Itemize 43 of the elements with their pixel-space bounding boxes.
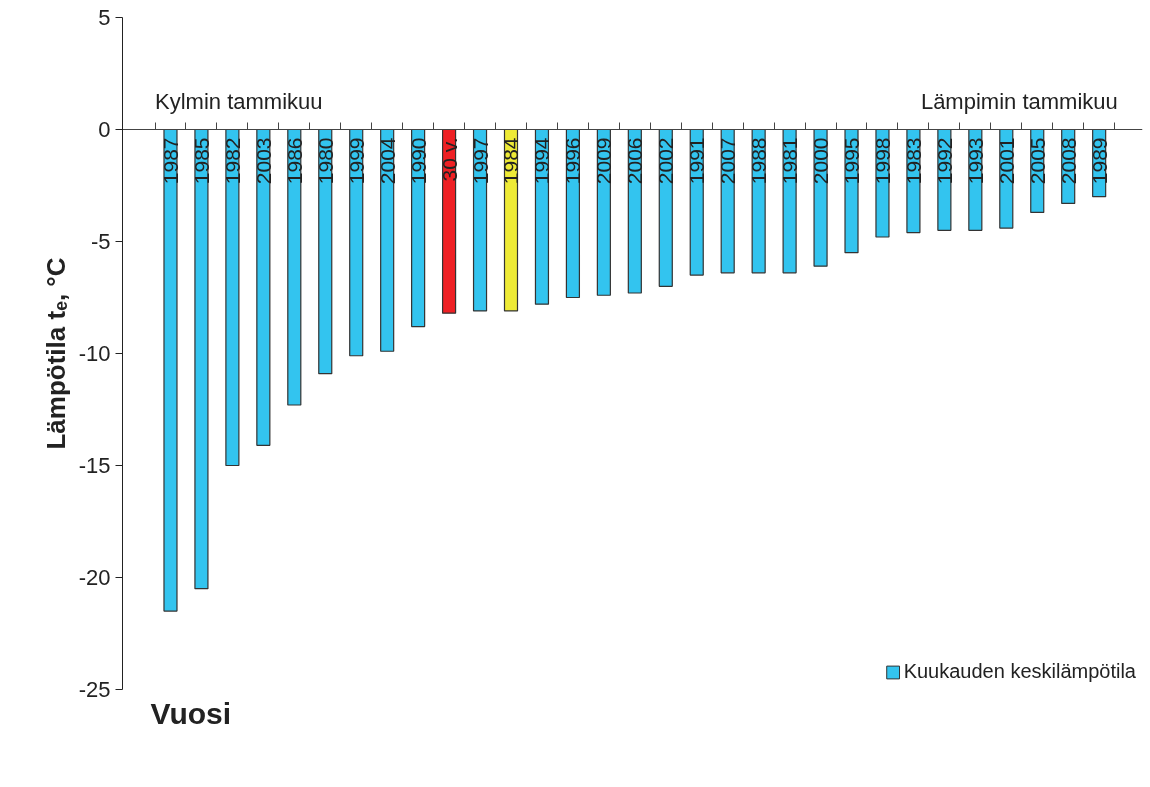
x-tick-label: 1990 xyxy=(406,137,430,185)
annotation: Kylmin tammikuu xyxy=(155,89,323,114)
x-tick-label: 1981 xyxy=(778,137,802,185)
x-tick-label: 2007 xyxy=(716,137,740,185)
x-tick-label: 1989 xyxy=(1087,137,1111,185)
x-tick-label: 1992 xyxy=(932,137,956,185)
x-tick-label: 1983 xyxy=(901,137,925,185)
x-tick-label: 1997 xyxy=(468,137,492,185)
y-tick-label: -10 xyxy=(78,341,111,366)
x-tick-label: 1998 xyxy=(870,137,894,185)
x-tick-label: 2001 xyxy=(994,137,1018,185)
x-tick-label: 1993 xyxy=(963,137,987,185)
x-tick-label: 30 v. xyxy=(437,137,461,182)
x-tick-label: 2000 xyxy=(809,137,833,185)
y-tick-label: 0 xyxy=(98,117,111,142)
y-tick-label: -25 xyxy=(78,677,111,702)
x-tick-label: 2008 xyxy=(1056,137,1080,185)
x-tick-label: 1987 xyxy=(158,137,182,185)
y-tick-label: -5 xyxy=(90,229,111,254)
y-axis-title: Lämpötila tₑ, °C xyxy=(40,257,71,450)
x-tick-label: 2005 xyxy=(1025,137,1049,185)
x-tick-label: 1999 xyxy=(344,137,368,185)
x-tick-label: 1982 xyxy=(220,137,244,185)
x-tick-label: 1980 xyxy=(313,137,337,185)
x-tick-label: 1996 xyxy=(561,137,585,185)
x-tick-label: 2003 xyxy=(251,137,275,185)
x-tick-label: 1984 xyxy=(499,137,523,185)
x-tick-label: 1986 xyxy=(282,137,306,185)
annotation: Lämpimin tammikuu xyxy=(920,89,1118,114)
x-tick-label: 1994 xyxy=(530,137,554,185)
x-tick-label: 1991 xyxy=(685,137,709,185)
x-tick-label: 2009 xyxy=(592,137,616,185)
y-tick-label: 5 xyxy=(98,5,111,30)
legend-label: Kuukauden keskilämpötila xyxy=(903,660,1136,683)
y-tick-label: -15 xyxy=(78,453,111,478)
x-tick-label: 1988 xyxy=(747,137,771,185)
x-tick-label: 2004 xyxy=(375,137,399,185)
x-tick-label: 1995 xyxy=(840,137,864,185)
y-tick-label: -20 xyxy=(78,565,111,590)
x-tick-label: 2002 xyxy=(654,137,678,185)
x-tick-label: 2006 xyxy=(623,137,647,185)
text: Vuosi xyxy=(150,696,232,730)
x-tick-label: 1985 xyxy=(189,137,213,185)
